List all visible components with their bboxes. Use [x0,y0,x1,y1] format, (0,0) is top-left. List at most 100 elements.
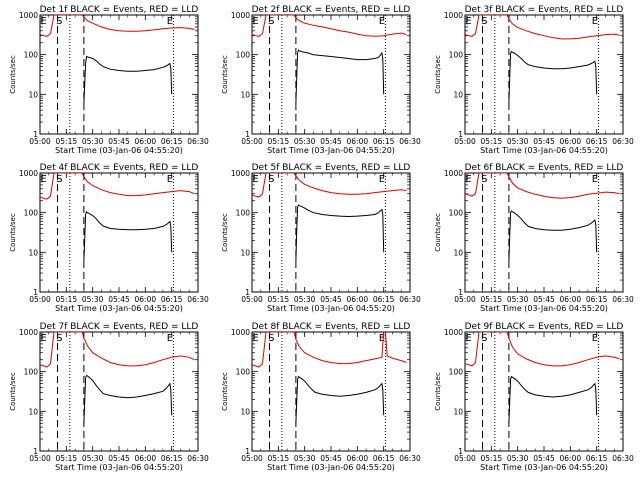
marker-letter-s: S [481,16,487,27]
marker-letter-e: E [379,333,385,344]
x-tick-label: 06:30 [612,295,634,304]
y-tick-label: 1000 [444,328,463,337]
y-tick-label: 1 [33,130,38,139]
marker-letter-e: E [592,174,598,185]
panel-title: Det 5f BLACK = Events, RED = LLD [252,163,411,173]
plot-frame [251,14,411,135]
x-tick-label: 06:30 [187,137,209,146]
y-tick-label: 1 [458,130,463,139]
x-tick-label: 05:45 [533,295,555,304]
x-tick-label: 05:00 [29,137,51,146]
y-tick-label: 100 [236,51,251,60]
x-tick-label: 06:00 [347,454,369,463]
panel-det-2: Det 2f BLACK = Events, RED = LLD 1 10 100 10… [221,5,421,155]
plot-frame [39,331,199,452]
x-axis-label: Start Time (03-Jan-06 04:55:20) [267,463,395,472]
x-tick-label: 06:00 [347,137,369,146]
series-events-line [83,55,173,104]
y-tick-label: 10 [453,248,463,257]
x-tick-label: 06:30 [187,454,209,463]
x-tick-label: 05:45 [320,454,342,463]
x-axis-label: Start Time (03-Jan-06 04:55:20) [480,463,608,472]
panel-title: Det 2f BLACK = Events, RED = LLD [252,5,411,15]
x-tick-label: 06:00 [560,454,582,463]
x-tick-label: 05:00 [454,295,476,304]
x-tick-label: 06:15 [161,454,183,463]
panel-title: Det 9f BLACK = Events, RED = LLD [465,322,624,332]
panel-det-3: Det 3f BLACK = Events, RED = LLD 1 10 100 10… [434,5,634,155]
marker-letter-s: S [56,174,62,185]
x-tick-label: 06:00 [135,295,157,304]
x-tick-label: 05:30 [82,295,104,304]
y-tick-label: 1 [458,447,463,456]
y-tick-label: 1000 [444,169,463,178]
series-events-line [83,210,173,262]
x-tick-label: 06:00 [347,295,369,304]
series-events-line [295,49,385,104]
y-tick-label: 100 [24,368,39,377]
y-tick-label: 100 [449,51,464,60]
x-axis-label: Start Time (03-Jan-06 04:55:20) [480,304,608,313]
x-tick-label: 05:30 [507,454,529,463]
series-lld-line [465,15,620,40]
y-tick-label: 10 [453,90,463,99]
marker-letter-e: E [167,174,173,185]
marker-letter-s: S [56,333,62,344]
x-tick-label: 06:15 [586,137,608,146]
x-tick-label: 05:45 [533,454,555,463]
x-tick-label: 06:15 [161,137,183,146]
x-tick-label: 05:45 [320,295,342,304]
y-tick-label: 1000 [231,328,250,337]
x-axis-label: Start Time (03-Jan-06 04:55:20) [267,304,395,313]
panel-det-4: Det 4f BLACK = Events, RED = LLD 1 10 100 10… [9,163,209,313]
panel-det-6: Det 6f BLACK = Events, RED = LLD 1 10 100 10… [434,163,634,313]
series-events-line [295,204,385,262]
x-tick-label: 05:15 [268,295,290,304]
x-tick-label: 05:00 [454,454,476,463]
y-axis-label: Counts/sec [434,55,442,94]
marker-letter-e: E [167,16,173,27]
x-tick-label: 05:45 [108,454,130,463]
y-tick-label: 10 [28,248,38,257]
x-tick-label: 05:00 [241,295,263,304]
x-tick-label: 05:45 [108,137,130,146]
series-lld-line [252,173,407,198]
panel-det-5: Det 5f BLACK = Events, RED = LLD 1 10 100 10… [221,163,421,313]
panel-title: Det 3f BLACK = Events, RED = LLD [465,5,624,15]
x-tick-label: 05:00 [454,137,476,146]
x-axis-label: Start Time (03-Jan-06 04:55:20) [55,146,183,155]
y-axis-label: Counts/sec [9,372,17,411]
marker-letter-e: E [465,333,471,344]
x-tick-label: 05:15 [481,137,503,146]
marker-letter-e: E [40,16,46,27]
x-axis-label: Start Time (03-Jan-06 04:55:20) [55,463,183,472]
y-tick-label: 10 [240,90,250,99]
series-events-line [295,375,385,424]
marker-letter-e: E [465,174,471,185]
x-tick-label: 06:15 [373,454,395,463]
x-axis-label: Start Time (03-Jan-06 04:55:20) [55,304,183,313]
panel-title: Det 4f BLACK = Events, RED = LLD [40,163,199,173]
marker-letter-e: E [465,16,471,27]
x-axis-label: Start Time (03-Jan-06 04:55:20) [480,146,608,155]
x-tick-label: 05:30 [82,454,104,463]
series-events-line [508,210,598,262]
y-tick-label: 10 [28,90,38,99]
y-tick-label: 10 [28,407,38,416]
y-axis-label: Counts/sec [221,55,229,94]
x-tick-label: 05:30 [507,295,529,304]
y-tick-label: 100 [24,51,39,60]
marker-letter-s: S [268,333,274,344]
x-tick-label: 06:00 [135,454,157,463]
plot-frame [39,14,199,135]
y-tick-label: 100 [24,209,39,218]
y-tick-label: 1000 [19,11,38,20]
x-tick-label: 06:30 [612,454,634,463]
y-axis-label: Counts/sec [9,213,17,252]
y-tick-label: 1000 [444,11,463,20]
marker-letter-e: E [592,333,598,344]
marker-letter-s: S [481,174,487,185]
series-events-line [508,50,598,104]
series-events-line [83,374,173,424]
x-tick-label: 05:30 [294,295,316,304]
